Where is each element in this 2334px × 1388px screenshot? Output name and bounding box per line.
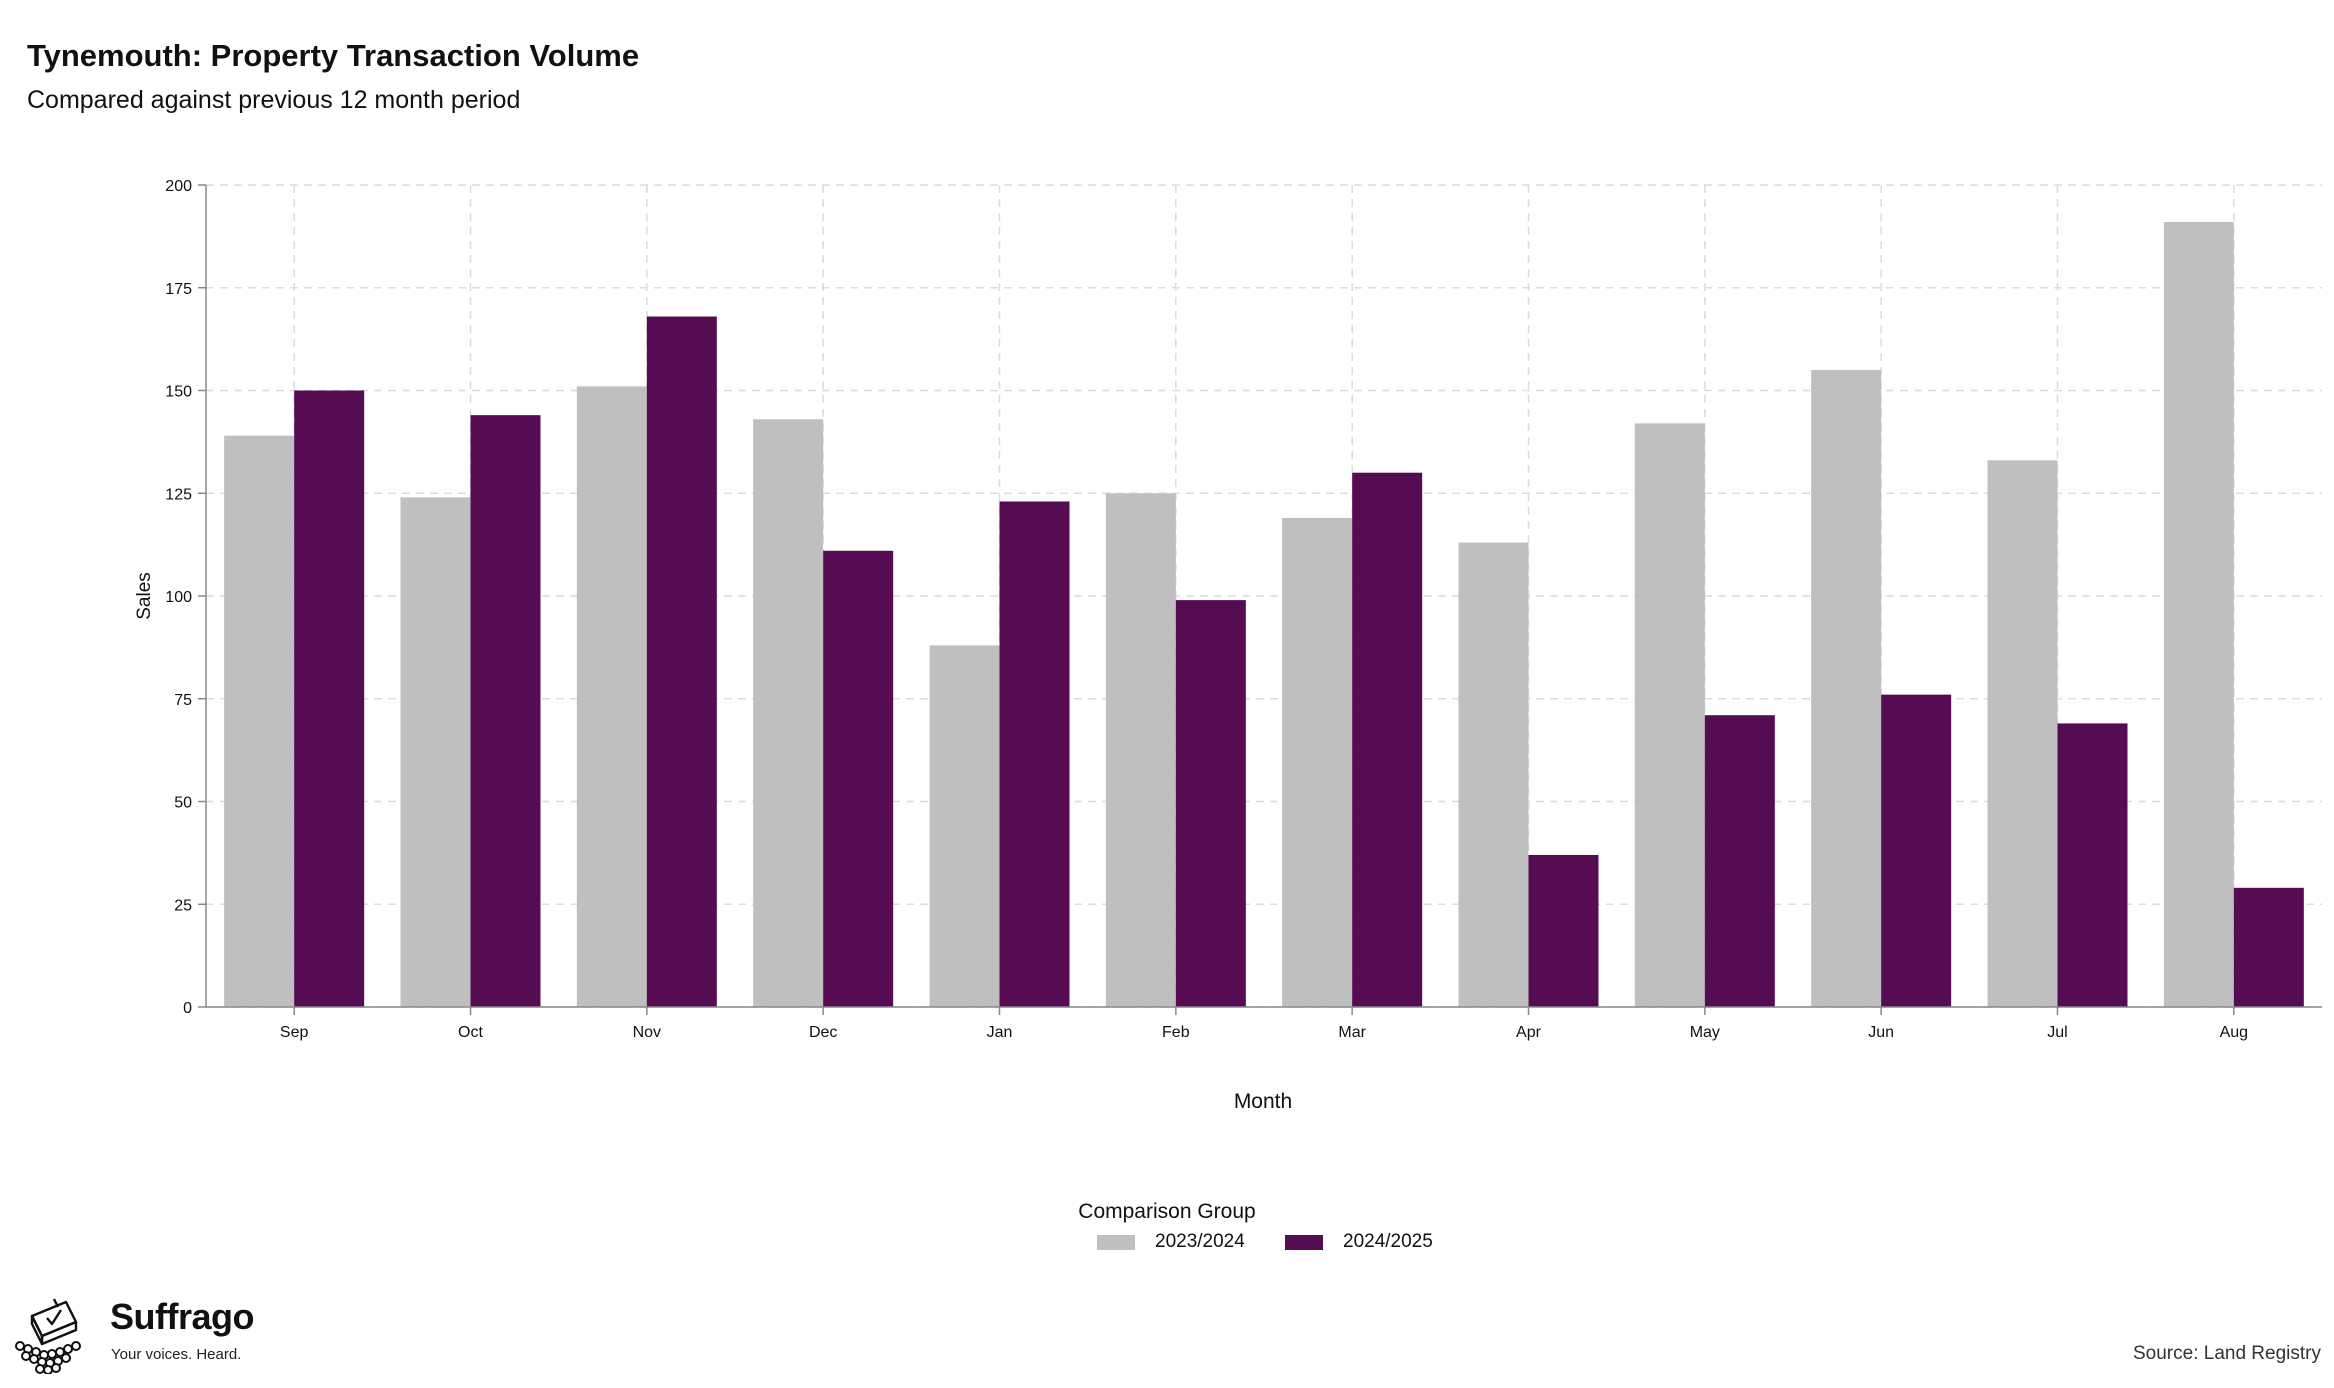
bar-2023-2024-jan xyxy=(929,645,1000,1007)
bar-chart: 0 25 50 75 100 125 150 175 200 Sep Oct Nov Dec Jan Feb… xyxy=(134,178,2322,1113)
y-tick-label: 0 xyxy=(183,1000,192,1017)
legend-swatch-2023-2024 xyxy=(1097,1234,1135,1250)
x-tick-label: Jul xyxy=(2047,1024,2067,1041)
bar-2023-2024-apr xyxy=(1458,542,1529,1007)
y-tick-label: 150 xyxy=(165,384,192,401)
bar-2024-2025-dec xyxy=(823,550,894,1007)
y-axis-label: Sales xyxy=(134,572,155,620)
source-note: Source: Land Registry xyxy=(2133,1343,2321,1364)
bar-2023-2024-aug xyxy=(2163,221,2234,1008)
legend-label-2023-2024: 2023/2024 xyxy=(1155,1231,1245,1252)
x-tick-label: May xyxy=(1690,1024,1720,1041)
x-tick-label: Oct xyxy=(458,1024,483,1041)
x-tick-label: Dec xyxy=(809,1024,837,1041)
bar-2024-2025-mar xyxy=(1352,472,1423,1007)
bar-2023-2024-sep xyxy=(224,435,295,1008)
legend-item-2024-2025: 2024/2025 xyxy=(1285,1231,1433,1253)
bar-2024-2025-sep xyxy=(294,390,365,1007)
bar-2024-2025-oct xyxy=(470,415,541,1007)
chart-subtitle: Compared against previous 12 month perio… xyxy=(27,86,521,114)
bar-2023-2024-mar xyxy=(1282,517,1353,1007)
x-tick-label: Mar xyxy=(1338,1024,1366,1041)
x-tick-label: Apr xyxy=(1516,1024,1542,1041)
y-tick-label: 125 xyxy=(165,486,192,503)
bar-2023-2024-feb xyxy=(1105,493,1176,1007)
bar-2024-2025-jul xyxy=(2057,723,2128,1007)
x-tick-label: Sep xyxy=(280,1024,309,1041)
y-tick-label: 75 xyxy=(174,692,192,709)
y-tick-label: 200 xyxy=(165,178,192,195)
bar-2024-2025-jan xyxy=(999,501,1070,1007)
chart-title: Tynemouth: Property Transaction Volume xyxy=(27,38,640,73)
y-tick-label: 100 xyxy=(165,589,192,606)
bar-2023-2024-jul xyxy=(1987,460,2058,1007)
bar-2023-2024-oct xyxy=(400,497,471,1007)
legend-label-2024-2025: 2024/2025 xyxy=(1343,1231,1433,1252)
bar-2023-2024-dec xyxy=(753,419,824,1007)
y-tick-label: 25 xyxy=(174,897,192,914)
legend-item-2023-2024: 2023/2024 xyxy=(1097,1231,1245,1253)
x-tick-label: Jan xyxy=(987,1024,1013,1041)
bar-2024-2025-nov xyxy=(646,316,717,1007)
x-tick-label: Feb xyxy=(1162,1024,1190,1041)
axes: 0 25 50 75 100 125 150 175 200 Sep Oct Nov Dec Jan Feb… xyxy=(134,178,2322,1113)
x-tick-label: Nov xyxy=(633,1024,661,1041)
x-axis-label: Month xyxy=(1234,1090,1292,1113)
ballot-box-icon xyxy=(15,1298,81,1374)
bar-2024-2025-jun xyxy=(1881,694,1952,1007)
brand-tagline: Your voices. Heard. xyxy=(111,1346,242,1363)
bars xyxy=(224,221,2304,1008)
y-tick-label: 50 xyxy=(174,795,192,812)
bar-2023-2024-nov xyxy=(576,386,647,1007)
bar-2024-2025-aug xyxy=(2233,887,2304,1007)
legend-title: Comparison Group xyxy=(1078,1200,1256,1223)
bar-2024-2025-apr xyxy=(1528,854,1599,1007)
x-tick-label: Jun xyxy=(1868,1024,1894,1041)
y-tick-label: 175 xyxy=(165,281,192,298)
bar-2024-2025-feb xyxy=(1175,600,1246,1007)
legend-swatch-2024-2025 xyxy=(1285,1234,1323,1250)
bar-2023-2024-may xyxy=(1634,423,1705,1007)
bar-2023-2024-jun xyxy=(1811,369,1882,1007)
brand-name: Suffrago xyxy=(110,1296,255,1337)
bar-2024-2025-may xyxy=(1704,715,1775,1007)
x-tick-label: Aug xyxy=(2220,1024,2248,1041)
